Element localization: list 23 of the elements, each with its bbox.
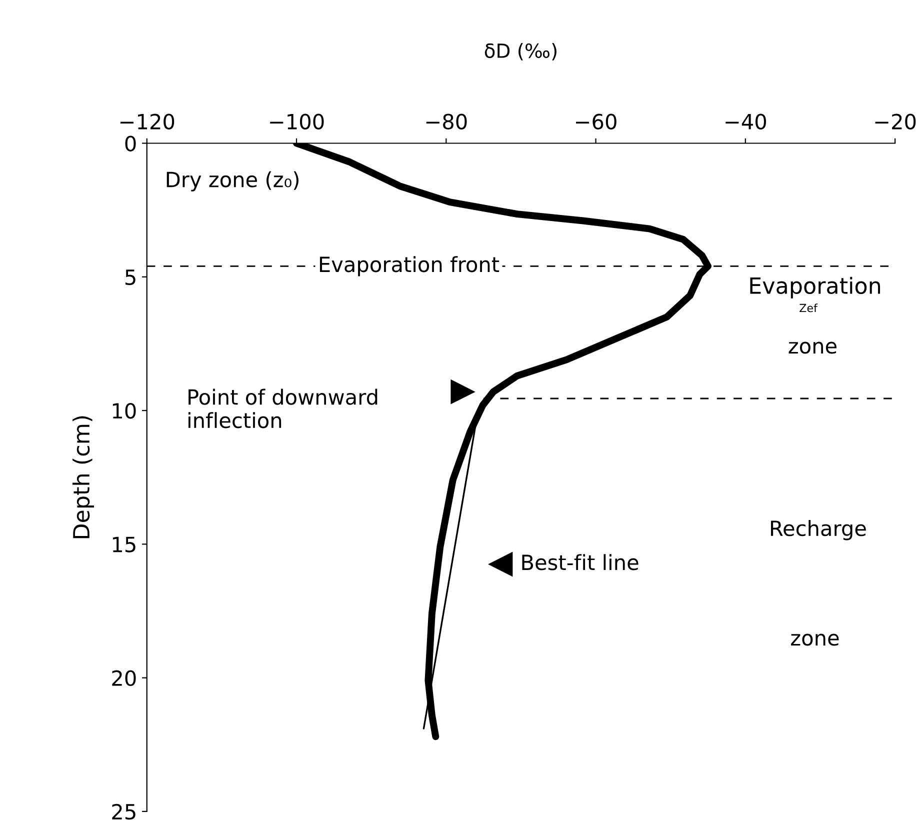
- x-tick-label: −80: [426, 114, 467, 130]
- annotation: Point of downward inflection: [188, 388, 378, 428]
- y-tick-label: 15: [112, 536, 136, 552]
- y-tick-label: 5: [126, 270, 136, 286]
- y-tick-label: 0: [125, 136, 136, 152]
- annotation: Evaporation: [750, 276, 880, 298]
- x-tick-label: −60: [576, 114, 616, 130]
- x-tick-label: −120: [120, 114, 174, 130]
- annotation: Zef: [800, 304, 818, 312]
- x-tick-label: −20: [875, 114, 916, 130]
- annotation: zone: [788, 342, 836, 354]
- annotation: zone: [791, 634, 839, 646]
- ref-line-label: Evaporation front: [320, 256, 500, 276]
- annotation: Best-fit line: [522, 554, 638, 570]
- y-axis-title: Depth (cm): [72, 416, 94, 538]
- annotation: Dry zone (z₀): [166, 171, 298, 192]
- x-tick-label: −100: [270, 114, 324, 130]
- y-tick-label: 10: [112, 402, 136, 419]
- x-tick-label: −40: [726, 114, 766, 130]
- x-axis-title: δD (‰): [484, 43, 556, 60]
- y-tick-label: 20: [112, 670, 136, 686]
- y-tick-label: 25: [112, 804, 136, 820]
- annotation: Recharge: [771, 520, 866, 540]
